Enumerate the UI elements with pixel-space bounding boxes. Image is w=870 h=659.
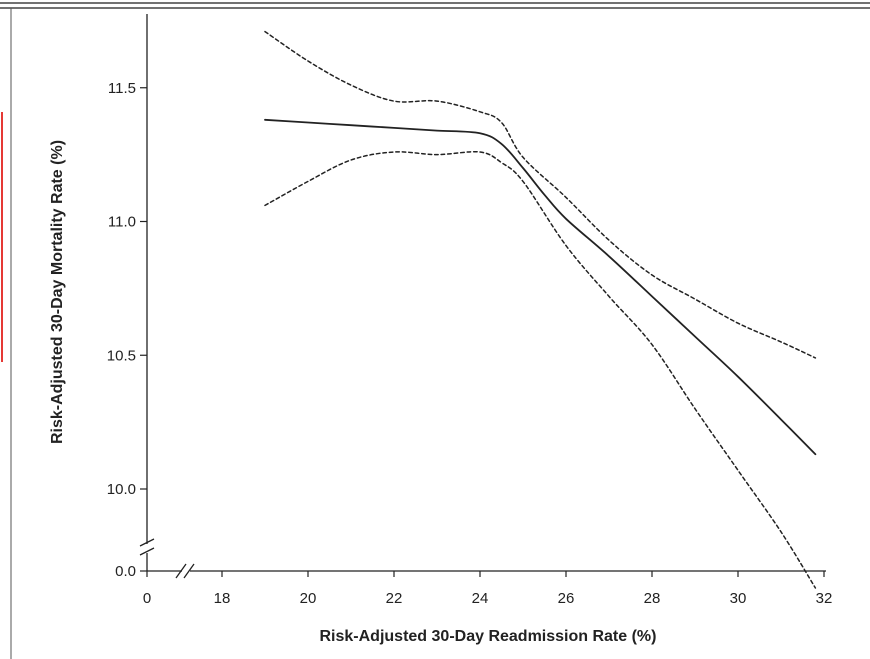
y-tick-label: 11.0 bbox=[108, 214, 136, 231]
y-tick-label: 0.0 bbox=[115, 563, 136, 580]
x-tick-label: 28 bbox=[644, 590, 661, 607]
x-tick-label: 18 bbox=[214, 590, 231, 607]
x-tick-label: 26 bbox=[558, 590, 575, 607]
x-axis-title: Risk-Adjusted 30-Day Readmission Rate (%… bbox=[320, 628, 657, 645]
x-tick-label: 22 bbox=[386, 590, 403, 607]
x-tick-label: 30 bbox=[730, 590, 747, 607]
y-tick-label: 10.5 bbox=[107, 347, 136, 364]
x-tick-label: 24 bbox=[472, 590, 489, 607]
y-tick-label: 11.5 bbox=[108, 80, 136, 97]
estimate-line bbox=[264, 118, 817, 456]
y-axis-break-mark bbox=[139, 547, 155, 556]
axes: 0 18 20 22 24 26 28 30 32 0.0 10.0 10.5 11.0 11.5 bbox=[107, 14, 833, 607]
confidence-band-line bbox=[264, 30, 817, 359]
y-axis-break-mark bbox=[139, 538, 155, 547]
x-tick-label: 0 bbox=[143, 590, 151, 607]
confidence-band-line bbox=[264, 150, 817, 589]
series-layer bbox=[264, 30, 817, 589]
x-tick-label: 32 bbox=[816, 590, 833, 607]
x-axis-break-mark bbox=[175, 563, 187, 579]
x-tick-label: 20 bbox=[300, 590, 317, 607]
y-tick-label: 10.0 bbox=[107, 481, 136, 498]
y-axis-title: Risk-Adjusted 30-Day Mortality Rate (%) bbox=[49, 140, 66, 444]
x-axis-break-mark bbox=[183, 563, 195, 579]
